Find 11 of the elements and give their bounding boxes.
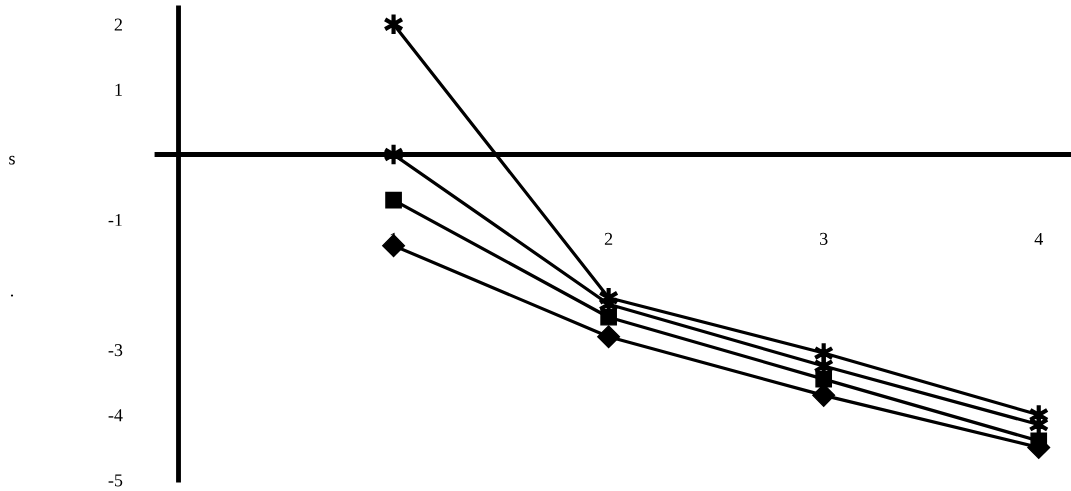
x-tick-label: 3 bbox=[820, 232, 828, 245]
y-tick-label: 1 bbox=[115, 83, 122, 96]
y-tick-label: -4 bbox=[108, 409, 123, 422]
y-tick-label: 2 bbox=[114, 18, 122, 31]
y-tick-label: -5 bbox=[108, 474, 123, 487]
text: s bbox=[9, 155, 15, 165]
x-tick-label: 4 bbox=[1034, 232, 1043, 245]
text: . bbox=[10, 294, 14, 297]
y-tick-label: -3 bbox=[108, 344, 123, 357]
x-tick-label: 2 bbox=[604, 232, 613, 245]
y-tick-label: -1 bbox=[108, 213, 122, 226]
